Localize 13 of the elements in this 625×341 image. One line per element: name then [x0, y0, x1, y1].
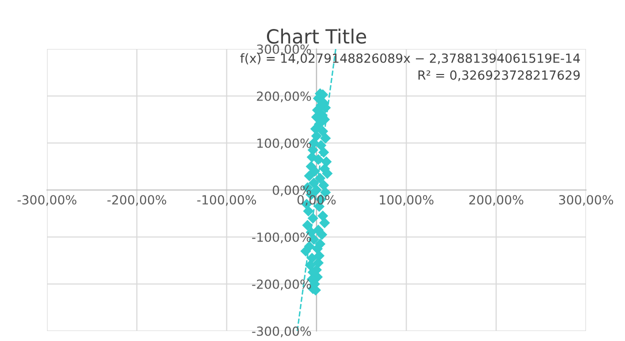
- x-tick-label: 100,00%: [380, 195, 434, 206]
- x-tick-label: -200,00%: [107, 195, 166, 206]
- y-tick-label: 200,00%: [256, 91, 311, 102]
- y-tick-label: 300,00%: [256, 44, 311, 56]
- chart-title: Chart Title: [266, 28, 366, 44]
- annotation: R² = 0,326923728217629: [418, 70, 580, 82]
- x-tick-label: -100,00%: [197, 195, 256, 206]
- x-tick-label: 300,00%: [559, 195, 614, 206]
- y-tick-label: -300,00%: [252, 326, 311, 338]
- x-tick-label: 200,00%: [469, 195, 524, 206]
- x-tick-label: -300,00%: [18, 195, 76, 206]
- y-tick-label: 100,00%: [257, 138, 311, 150]
- annotation: f(x) = 14,0279148826089x − 2,37881394061519E-14: [240, 53, 580, 64]
